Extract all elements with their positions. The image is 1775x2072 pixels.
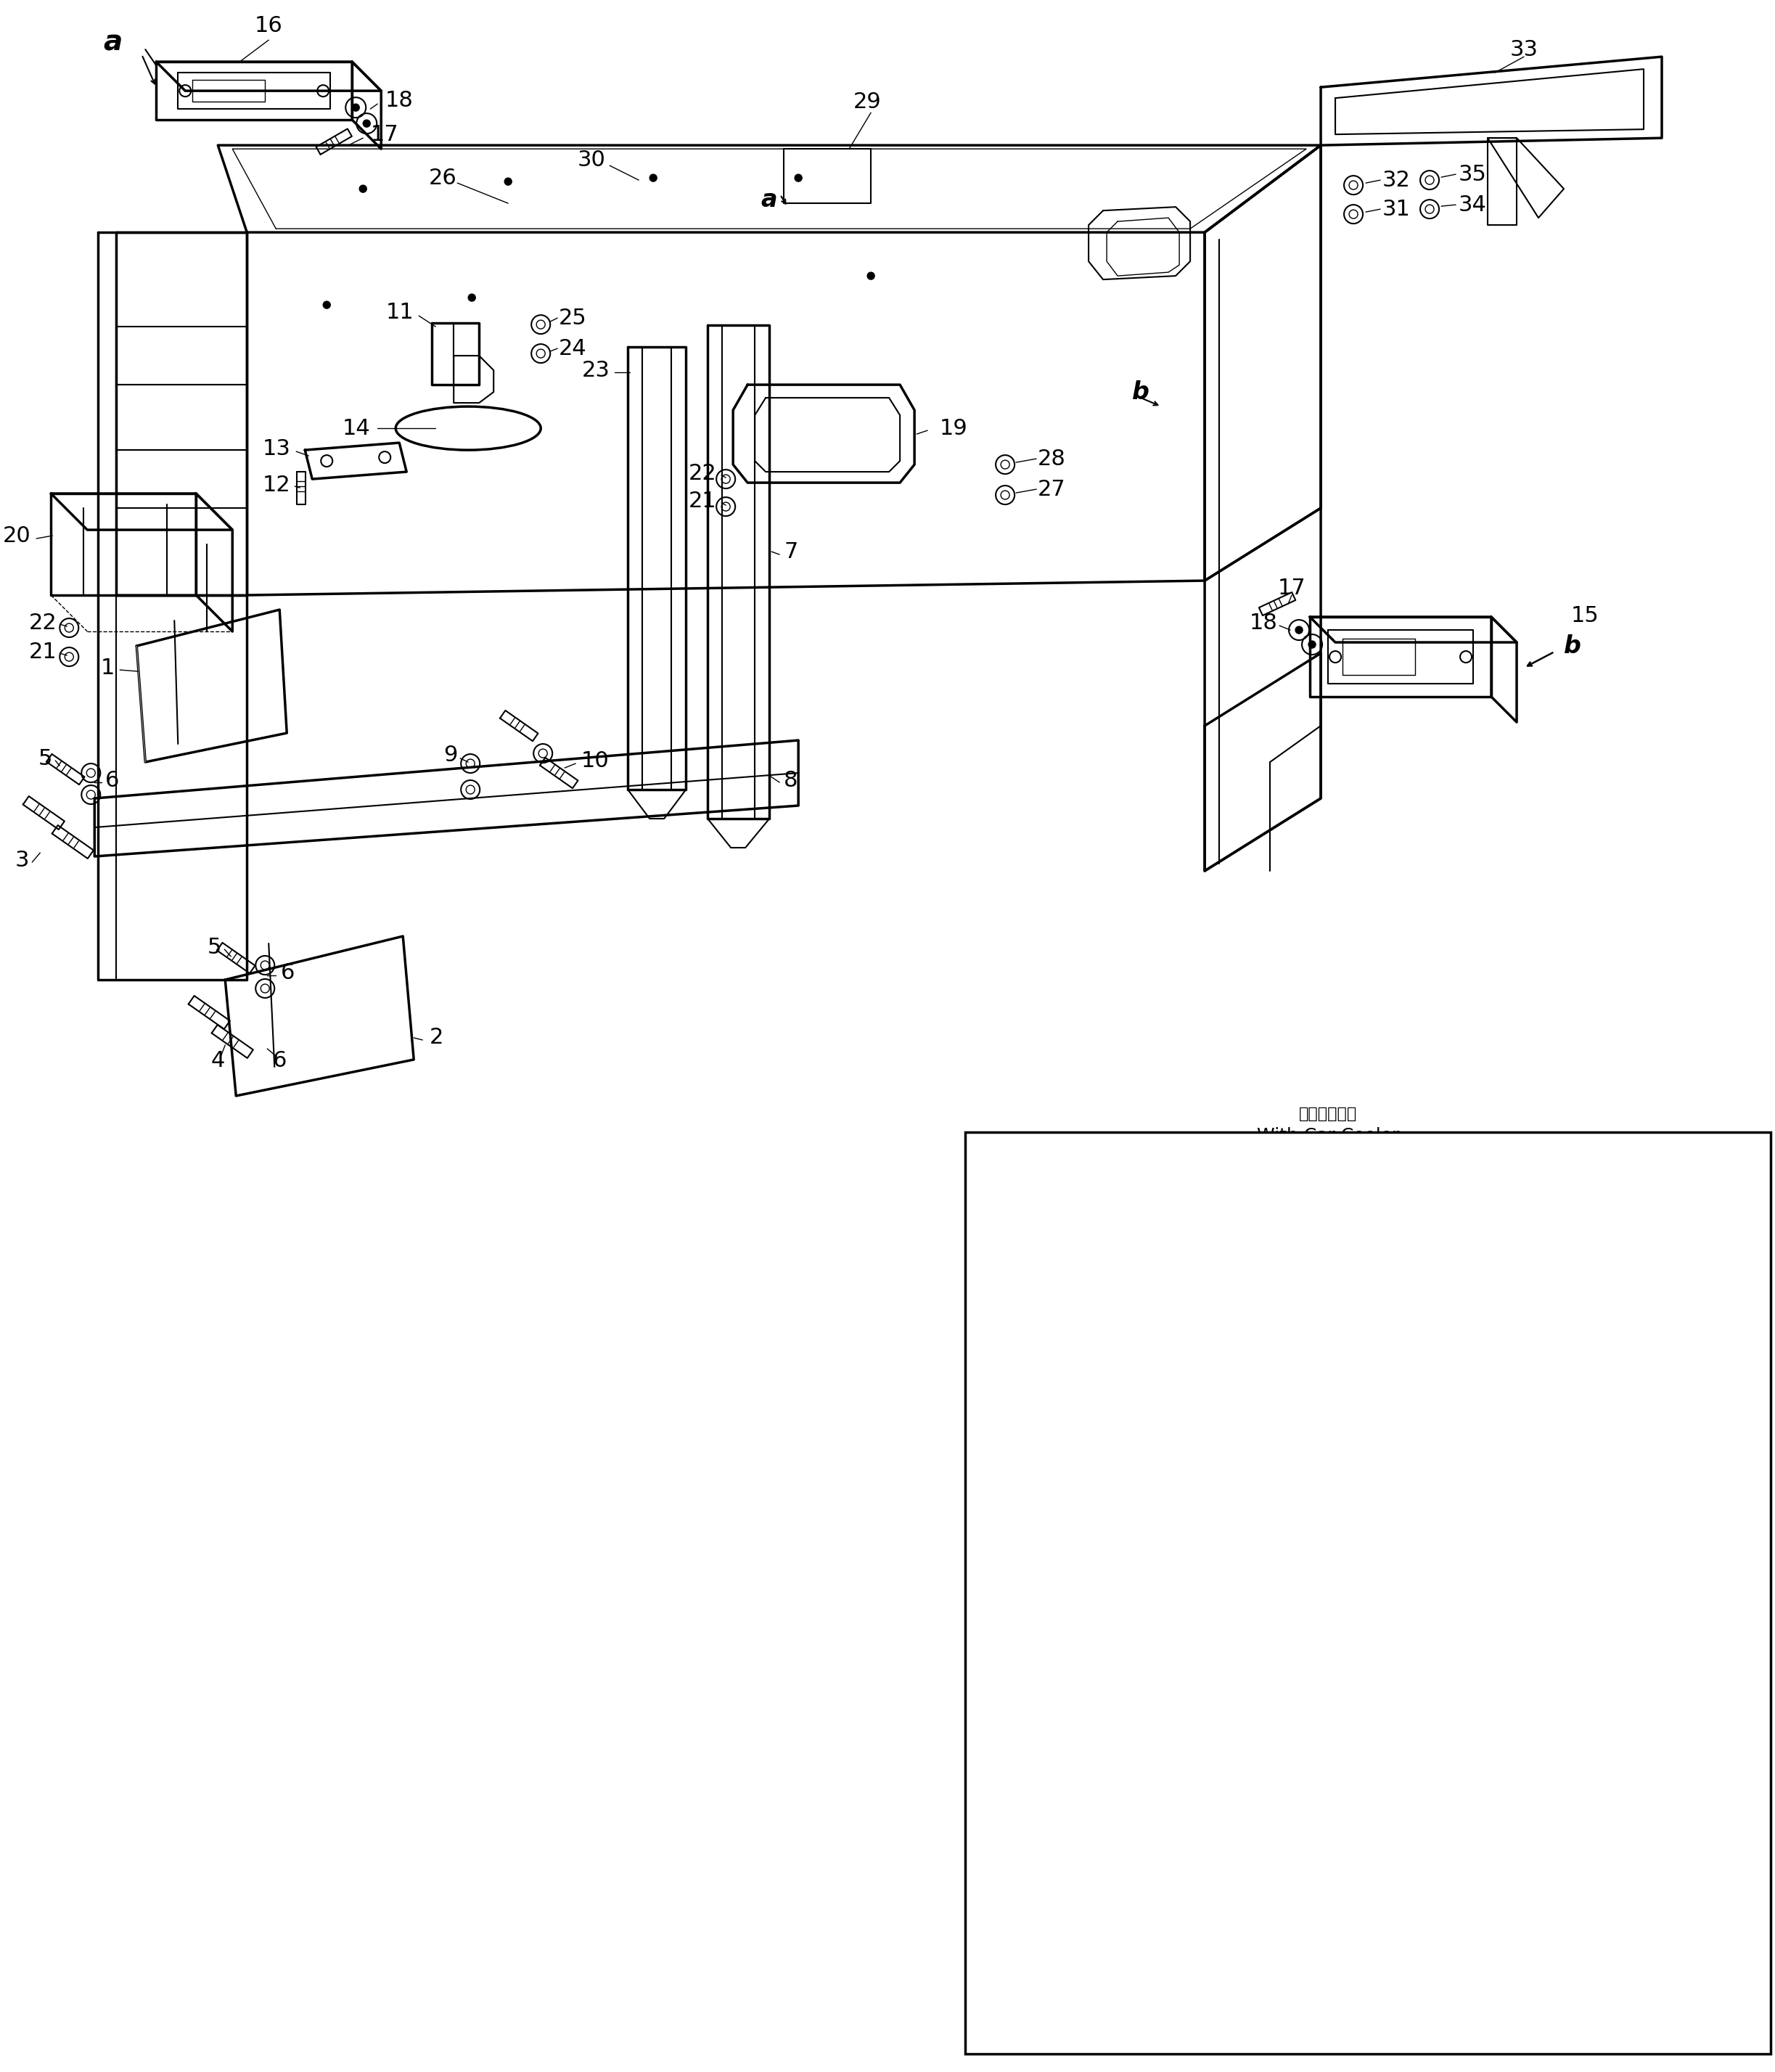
Text: 27: 27 — [1038, 479, 1067, 499]
Text: 25: 25 — [559, 307, 588, 329]
Text: 31: 31 — [1383, 199, 1411, 220]
Text: 21: 21 — [1486, 1645, 1514, 1666]
Circle shape — [1397, 1506, 1404, 1513]
Circle shape — [1035, 1222, 1042, 1231]
Text: 11: 11 — [385, 303, 414, 323]
Text: 39: 39 — [1542, 1759, 1571, 1780]
Text: 26: 26 — [1516, 1266, 1544, 1289]
Text: 5: 5 — [39, 748, 53, 769]
Circle shape — [1035, 1506, 1042, 1513]
Text: a: a — [761, 189, 777, 211]
Circle shape — [1035, 1347, 1042, 1353]
Text: 17: 17 — [1278, 578, 1306, 599]
Text: 18: 18 — [385, 89, 414, 110]
Text: 26: 26 — [430, 168, 456, 189]
Circle shape — [868, 271, 875, 280]
Text: 29: 29 — [854, 91, 882, 112]
Circle shape — [359, 184, 367, 193]
Text: 6: 6 — [280, 961, 295, 982]
Text: 12: 12 — [263, 474, 291, 495]
Text: 28: 28 — [1525, 1341, 1551, 1361]
Text: 14: 14 — [343, 419, 371, 439]
Text: 10: 10 — [580, 750, 609, 771]
Text: b: b — [1564, 634, 1582, 659]
Text: b: b — [1132, 379, 1150, 404]
Text: 25: 25 — [1031, 1608, 1058, 1629]
Circle shape — [323, 300, 330, 309]
Text: カークーラ付: カークーラ付 — [1299, 1106, 1358, 1121]
Circle shape — [650, 174, 657, 182]
Text: 8: 8 — [785, 769, 799, 792]
Text: 4: 4 — [211, 1051, 225, 1071]
Text: 2: 2 — [430, 1028, 444, 1048]
Text: 32: 32 — [1383, 170, 1411, 191]
Circle shape — [1296, 626, 1303, 634]
Text: 3: 3 — [14, 850, 28, 870]
Text: With Car Cooler: With Car Cooler — [1257, 1127, 1399, 1144]
Text: 23: 23 — [582, 361, 609, 381]
Text: 23: 23 — [1516, 1492, 1544, 1513]
Circle shape — [1397, 1222, 1404, 1231]
Circle shape — [1216, 1222, 1223, 1231]
Text: 41: 41 — [1542, 1732, 1571, 1753]
Text: 13: 13 — [263, 437, 291, 460]
Text: 27: 27 — [1525, 1370, 1551, 1392]
Text: 37: 37 — [1131, 1743, 1159, 1763]
Text: 38: 38 — [1131, 1716, 1159, 1736]
Text: 9: 9 — [444, 744, 458, 765]
Text: 24: 24 — [559, 338, 588, 358]
Text: 18: 18 — [1250, 611, 1278, 634]
Text: 16: 16 — [254, 15, 282, 35]
Text: 21: 21 — [689, 491, 717, 512]
Text: 36: 36 — [1104, 1687, 1132, 1709]
Text: 19: 19 — [939, 419, 967, 439]
Text: 22: 22 — [689, 462, 717, 483]
Text: 19: 19 — [1418, 1627, 1447, 1647]
Text: 7: 7 — [785, 541, 799, 562]
Text: a: a — [103, 29, 122, 56]
Text: 28: 28 — [1038, 448, 1067, 468]
Text: 5: 5 — [208, 937, 222, 957]
Circle shape — [364, 120, 371, 126]
Circle shape — [1308, 640, 1315, 649]
Text: 30: 30 — [577, 149, 605, 170]
Circle shape — [1216, 1506, 1223, 1513]
Polygon shape — [973, 1189, 1509, 1575]
Text: 40: 40 — [1542, 1703, 1571, 1724]
Text: 1: 1 — [101, 657, 115, 678]
Text: 6: 6 — [105, 769, 119, 792]
Text: 33: 33 — [1511, 39, 1539, 60]
Text: 6: 6 — [273, 1051, 286, 1071]
Text: 35: 35 — [1459, 164, 1487, 184]
Text: 24: 24 — [1031, 1639, 1058, 1660]
Circle shape — [504, 178, 511, 184]
Circle shape — [351, 104, 359, 112]
Text: 15: 15 — [1571, 605, 1599, 626]
Text: 22: 22 — [1486, 1616, 1514, 1637]
Bar — [966, 1131, 1771, 2053]
Circle shape — [795, 174, 802, 182]
Text: 34: 34 — [1459, 195, 1487, 215]
Text: 21: 21 — [28, 640, 57, 663]
Text: 20: 20 — [2, 524, 30, 547]
Text: 22: 22 — [28, 611, 57, 634]
Text: 17: 17 — [371, 124, 398, 145]
Circle shape — [469, 294, 476, 300]
Circle shape — [1397, 1347, 1404, 1353]
